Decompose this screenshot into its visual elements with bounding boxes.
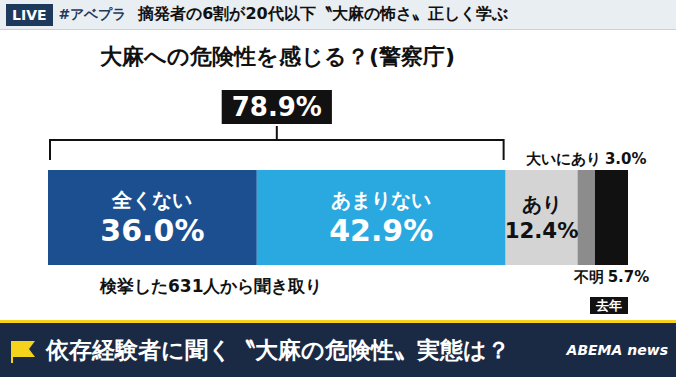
svg-text:42.9%: 42.9%	[329, 213, 433, 248]
html-text:LIVE: LIVE	[12, 6, 47, 23]
svg-text:去年: 去年	[595, 298, 622, 313]
svg-text:不明: 不明	[573, 268, 604, 286]
html-text:摘発者の6割が20代以下〝大麻の怖さ〟正しく学ぶ: 摘発者の6割が20代以下〝大麻の怖さ〟正しく学ぶ	[138, 4, 508, 23]
svg-text:3.0%: 3.0%	[605, 150, 647, 168]
svg-text:12.4%: 12.4%	[505, 218, 579, 243]
svg-text:5.7%: 5.7%	[608, 268, 650, 286]
html-text:依存経験者に聞く〝大麻の危険性〟実態は？: 依存経験者に聞く〝大麻の危険性〟実態は？	[46, 336, 510, 363]
svg-text:検挙した631人から聞き取り: 検挙した631人から聞き取り	[99, 276, 323, 296]
svg-text:大麻への危険性を感じる？(警察庁): 大麻への危険性を感じる？(警察庁)	[100, 44, 455, 69]
html-text:#アベプラ: #アベプラ	[58, 5, 127, 22]
svg-text:78.9%: 78.9%	[232, 92, 322, 122]
html-text:ABEMA news: ABEMA news	[566, 342, 668, 358]
svg-text:あり: あり	[522, 192, 562, 216]
svg-text:全くない: 全くない	[111, 188, 192, 212]
svg-text:大いにあり: 大いにあり	[526, 150, 601, 168]
svg-text:あまりない: あまりない	[331, 188, 431, 212]
svg-text:36.0%: 36.0%	[100, 213, 204, 248]
